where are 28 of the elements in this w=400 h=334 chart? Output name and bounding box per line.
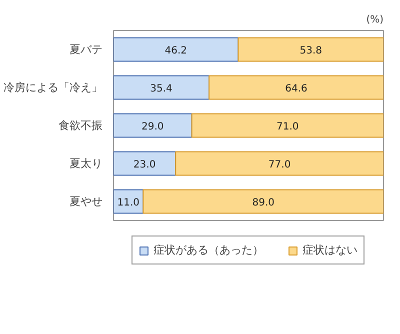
data-label: 11.0 xyxy=(117,198,140,208)
y-tick-label: 食欲不振 xyxy=(58,119,102,132)
data-label: 29.0 xyxy=(142,122,164,132)
y-tick-label: 冷房による「冷え」 xyxy=(4,81,102,94)
bar xyxy=(142,189,384,214)
data-label: 64.6 xyxy=(285,84,308,94)
data-label: 77.0 xyxy=(268,160,291,170)
bar xyxy=(114,37,239,62)
legend-label: 症状がある（あった） xyxy=(154,242,264,258)
text: (%) xyxy=(366,14,384,26)
data-label: 35.4 xyxy=(150,84,172,94)
data-label: 46.2 xyxy=(164,46,188,56)
bar xyxy=(238,37,384,62)
data-label: 53.8 xyxy=(300,46,322,56)
data-label: 71.0 xyxy=(276,122,299,132)
data-label: 89.0 xyxy=(252,198,274,208)
bar xyxy=(114,151,176,176)
bar xyxy=(191,113,384,138)
bar xyxy=(114,113,192,138)
y-tick-label: 夏やせ xyxy=(70,195,102,208)
bar xyxy=(208,75,384,100)
bar xyxy=(175,151,384,176)
data-label: 23.0 xyxy=(133,160,156,170)
y-tick-label: 夏太り xyxy=(70,157,102,170)
bar xyxy=(114,189,144,214)
legend-label: 症状はない xyxy=(302,242,358,258)
y-tick-label: 夏バテ xyxy=(70,43,102,56)
bar xyxy=(114,75,210,100)
